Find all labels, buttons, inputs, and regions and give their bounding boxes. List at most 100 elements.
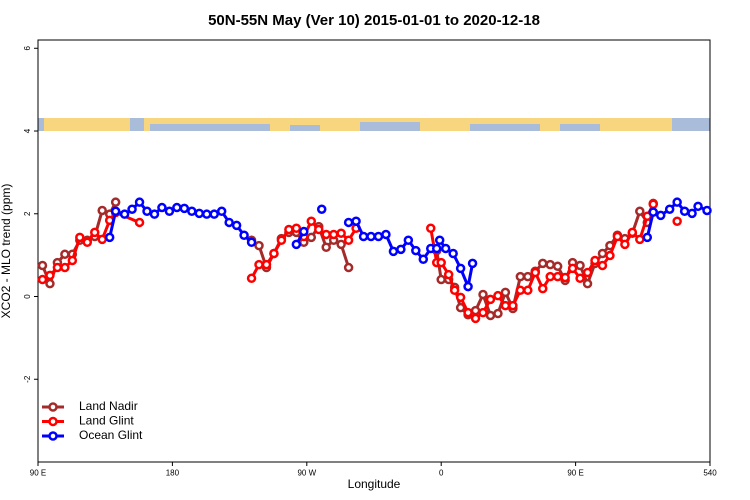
data-point <box>679 206 690 217</box>
data-point <box>276 235 287 245</box>
data-point <box>299 226 309 237</box>
data-point <box>648 207 659 217</box>
data-point <box>142 206 152 217</box>
data-point <box>436 257 446 268</box>
ocean-patch <box>290 125 320 131</box>
data-point <box>635 206 645 217</box>
data-point <box>560 272 570 283</box>
data-point <box>239 230 249 241</box>
data-point <box>343 235 354 245</box>
data-point <box>515 271 526 282</box>
data-point <box>194 208 205 219</box>
data-point <box>336 239 346 250</box>
data-point <box>104 232 115 243</box>
data-point <box>627 227 638 238</box>
ocean-patch <box>672 118 710 131</box>
data-point <box>358 231 369 242</box>
chart-title: 50N-55N May (Ver 10) 2015-01-01 to 2020-… <box>208 12 540 29</box>
data-point <box>664 204 675 214</box>
data-point <box>119 209 130 219</box>
data-point <box>537 258 548 269</box>
data-point <box>575 260 585 271</box>
ocean-patch <box>38 118 44 131</box>
data-point <box>455 263 466 274</box>
x-tick-label: 90 E <box>567 469 583 478</box>
data-point <box>467 258 478 269</box>
data-point <box>127 204 137 214</box>
data-point <box>321 242 331 253</box>
data-point <box>590 255 600 266</box>
x-tick-label: 90 W <box>297 469 316 478</box>
data-point <box>157 202 167 213</box>
data-point <box>523 285 533 296</box>
data-point <box>316 204 327 214</box>
data-point <box>97 234 107 245</box>
data-point <box>172 202 182 213</box>
data-point <box>45 270 55 281</box>
data-point <box>134 197 145 207</box>
legend-marker <box>48 402 58 412</box>
data-point <box>515 285 526 296</box>
data-point <box>478 289 488 300</box>
data-point <box>485 310 496 321</box>
legend-marker <box>48 416 58 427</box>
data-point <box>575 273 585 284</box>
data-point <box>201 209 212 219</box>
data-point <box>582 267 593 278</box>
data-point <box>655 210 666 221</box>
data-point <box>291 223 302 233</box>
data-point <box>351 216 361 226</box>
data-point <box>246 273 257 284</box>
data-point <box>463 307 473 318</box>
data-point <box>403 235 414 245</box>
data-point <box>261 259 272 270</box>
legend-label: Ocean Glint <box>79 428 143 442</box>
data-point <box>620 239 630 250</box>
data-point <box>434 235 445 245</box>
data-point <box>612 231 623 242</box>
x-tick-label: 180 <box>166 469 180 478</box>
data-point <box>321 229 331 240</box>
data-point <box>37 260 48 271</box>
data-point <box>134 217 145 228</box>
data-point <box>702 205 712 216</box>
data-point <box>328 229 339 240</box>
data-point <box>343 262 354 273</box>
data-point <box>209 209 219 219</box>
legend-marker <box>48 431 58 441</box>
data-point <box>597 260 608 271</box>
x-tick-label: 0 <box>439 469 444 478</box>
data-point <box>440 243 451 254</box>
data-point <box>470 313 481 324</box>
data-point <box>269 248 279 259</box>
data-point <box>313 224 324 235</box>
data-point <box>306 232 317 243</box>
data-point <box>396 244 406 255</box>
data-point <box>500 287 511 298</box>
y-tick-label: 6 <box>23 46 32 51</box>
data-point <box>545 271 555 282</box>
y-tick-label: 4 <box>23 128 32 133</box>
data-point <box>431 243 442 254</box>
y-tick-label: -2 <box>23 375 32 383</box>
data-point <box>411 245 421 256</box>
ocean-patch <box>560 124 600 131</box>
data-point <box>455 292 466 303</box>
data-point <box>179 203 190 214</box>
data-point <box>52 262 63 273</box>
data-point <box>254 259 264 270</box>
legend-label: Land Glint <box>79 414 134 428</box>
data-point <box>418 254 429 265</box>
ocean-patch <box>130 118 144 131</box>
data-point <box>381 229 391 240</box>
data-point <box>110 197 121 207</box>
data-point <box>687 208 697 219</box>
legend-label: Land Nadir <box>79 399 138 413</box>
x-axis-label: Longitude <box>348 477 401 491</box>
land-ocean-band <box>38 118 710 131</box>
data-point <box>97 205 107 216</box>
data-point <box>82 237 93 248</box>
data-point <box>552 271 563 282</box>
